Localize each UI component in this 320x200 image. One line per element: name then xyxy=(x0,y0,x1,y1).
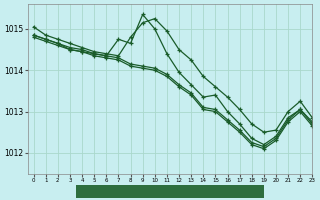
X-axis label: Graphe pression niveau de la mer (hPa): Graphe pression niveau de la mer (hPa) xyxy=(80,187,260,196)
